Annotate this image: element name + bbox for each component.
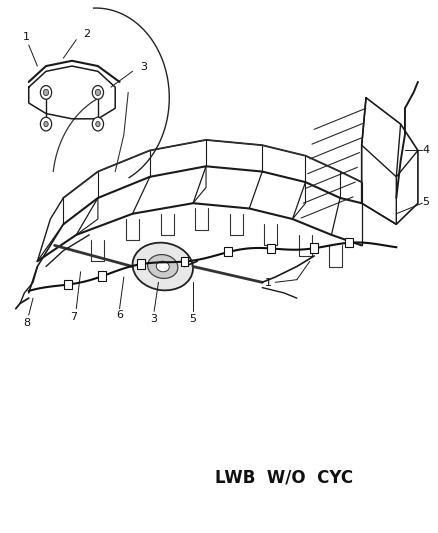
Circle shape [95,90,100,95]
Text: 1: 1 [265,278,272,288]
Text: 1: 1 [23,32,30,42]
Ellipse shape [133,243,193,290]
Circle shape [44,122,48,127]
Bar [224,247,232,256]
Text: 5: 5 [190,314,197,324]
Circle shape [92,86,103,99]
Text: LWB  W/O  CYC: LWB W/O CYC [215,469,353,487]
Text: 2: 2 [84,29,91,39]
Ellipse shape [156,261,169,272]
Bar [267,244,275,253]
Circle shape [43,90,49,95]
Bar [310,243,318,253]
Text: 8: 8 [23,318,30,328]
Text: 3: 3 [151,314,158,324]
Text: 6: 6 [116,310,123,320]
Circle shape [40,117,52,131]
Text: 4: 4 [422,146,429,156]
Bar [99,271,106,281]
Circle shape [96,122,100,127]
Circle shape [40,86,52,99]
Ellipse shape [148,255,178,278]
Bar [137,259,145,269]
Text: 7: 7 [71,312,78,321]
Text: 5: 5 [422,197,429,207]
Text: 3: 3 [140,62,147,72]
Bar [345,238,353,247]
Circle shape [92,117,103,131]
Bar [180,256,188,266]
Bar [64,280,71,289]
